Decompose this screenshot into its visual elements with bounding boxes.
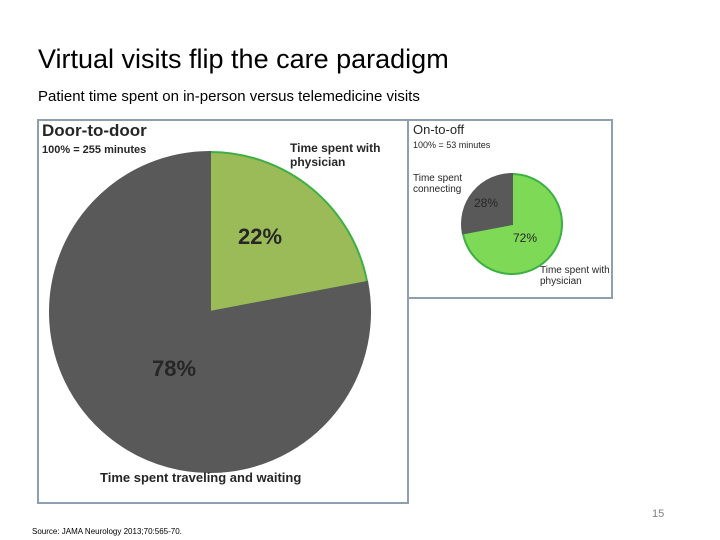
value-label: 22%: [238, 224, 283, 249]
pie-slice: [49, 150, 371, 473]
page-number: 15: [652, 508, 665, 520]
chart-title: On-to-off: [413, 122, 465, 137]
chart-subtitle: 100% = 53 minutes: [413, 140, 491, 150]
slice-label: Time spent connecting: [413, 173, 463, 195]
slice-label: Time spent traveling and waiting: [100, 470, 302, 485]
chart-frame: [37, 119, 409, 504]
value-label: 72%: [513, 231, 538, 245]
source: Source: JAMA Neurology 2013;70:565-70.: [32, 527, 182, 536]
slide-subtitle: Patient time spent on in-person versus t…: [38, 88, 420, 105]
pie-slice: [461, 172, 513, 235]
chart-title: Door-to-door: [42, 121, 147, 140]
pie-slice: [209, 150, 369, 314]
slice-label: Time spent with physician: [290, 141, 381, 169]
slice-label: Time spent with physician: [540, 265, 610, 287]
value-label: 28%: [474, 196, 499, 210]
value-label: 78%: [152, 356, 197, 381]
chart-subtitle: 100% = 255 minutes: [42, 144, 147, 156]
slide-title: Virtual visits flip the care paradigm: [38, 44, 449, 74]
